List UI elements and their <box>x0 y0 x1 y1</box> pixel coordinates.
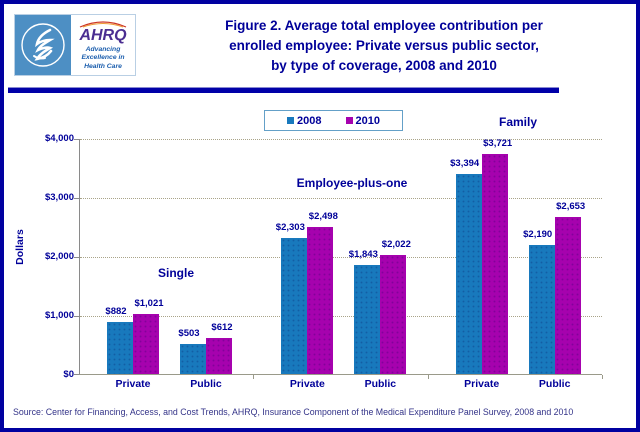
legend-marker-2008 <box>287 117 295 124</box>
x-category-label-1-public: Public <box>364 378 397 390</box>
chart-legend: 2008 2010 <box>264 110 403 131</box>
gridline-2000 <box>80 257 602 258</box>
y-tick-mark-0 <box>74 374 79 375</box>
ahrq-logo: AHRQ Advancing Excellence in Health Care <box>14 14 136 76</box>
x-category-label-2-public: Public <box>538 378 571 390</box>
x-axis-tick-0 <box>253 375 255 379</box>
bar-2010-employee-plus-one-public <box>380 255 407 374</box>
bar-2008-single-private <box>107 322 133 374</box>
y-tick-mark-4000 <box>74 139 79 140</box>
bar-2010-single-private <box>133 314 159 374</box>
bar-value-2010-1: $612 <box>211 322 233 333</box>
y-axis-label: Dollars <box>14 229 26 265</box>
legend-label-2010: 2010 <box>355 114 380 127</box>
group-label-single: Single <box>157 266 195 280</box>
hhs-seal-icon <box>21 23 65 67</box>
bar-value-2008-5: $2,190 <box>523 229 553 240</box>
gridline-1000 <box>80 316 602 317</box>
y-tick-label-4000: $4,000 <box>44 133 74 144</box>
figure-title-line-1: Figure 2. Average total employee contrib… <box>225 18 543 33</box>
legend-marker-2010 <box>345 117 353 124</box>
ahrq-tagline: Advancing Excellence in Health Care <box>81 45 125 70</box>
y-tick-mark-2000 <box>74 257 79 258</box>
y-tick-label-3000: $3,000 <box>44 192 74 203</box>
bar-value-2008-3: $1,843 <box>348 249 378 260</box>
bar-2008-family-public <box>528 245 555 374</box>
gridline-4000 <box>80 139 602 140</box>
x-axis-tick-1 <box>427 375 429 379</box>
legend-label-2008: 2008 <box>297 114 322 127</box>
x-category-label-2-private: Private <box>464 378 500 390</box>
bar-value-2010-5: $2,653 <box>556 201 586 212</box>
y-tick-label-1000: $1,000 <box>44 310 74 321</box>
figure-title-line-3: by type of coverage, 2008 and 2010 <box>271 58 497 73</box>
x-category-label-0-public: Public <box>190 378 222 390</box>
bar-value-2008-1: $503 <box>178 328 200 339</box>
plot-area: $882 $503 $2,303 $1,843 $3,394 $2,190 $1,021 $6… <box>74 138 603 390</box>
bar-2008-employee-plus-one-private <box>281 238 308 374</box>
bar-2010-family-private <box>481 154 508 374</box>
bar-value-2008-2: $2,303 <box>275 222 305 233</box>
legend-item-2010: 2010 <box>345 114 380 127</box>
x-axis-tick-2 <box>602 375 603 379</box>
legend-item-2008: 2008 <box>287 114 322 127</box>
y-tick-mark-3000 <box>74 198 79 199</box>
figure-title-line-2: enrolled employee: Private versus public… <box>229 38 539 53</box>
ahrq-wordmark-panel: AHRQ Advancing Excellence in Health Care <box>71 15 135 75</box>
bar-value-2008-0: $882 <box>105 306 127 317</box>
group-label-employee-plus-one: Employee-plus-one <box>296 176 408 190</box>
bar-2010-family-public <box>554 217 581 374</box>
gridline-3000 <box>80 198 602 199</box>
bar-value-2010-4: $3,721 <box>483 138 513 149</box>
source-note: Source: Center for Financing, Access, an… <box>13 407 574 417</box>
bar-value-2010-2: $2,498 <box>308 211 338 222</box>
y-tick-label-2000: $2,000 <box>44 251 74 262</box>
bar-2010-employee-plus-one-private <box>307 227 334 374</box>
ahrq-wordmark: AHRQ <box>79 26 127 44</box>
bar-2008-employee-plus-one-public <box>354 265 381 374</box>
bar-2010-single-public <box>206 338 232 374</box>
x-category-label-0-private: Private <box>115 378 151 390</box>
bar-2008-family-private <box>455 174 482 374</box>
x-category-label-1-private: Private <box>289 378 325 390</box>
y-tick-mark-1000 <box>74 316 79 317</box>
rainbow-arc-icon <box>79 21 127 28</box>
group-label-family: Family <box>498 115 538 129</box>
y-tick-label-0: $0 <box>63 369 74 380</box>
bar-2008-single-public <box>180 344 206 374</box>
bar-value-2008-4: $3,394 <box>450 158 480 169</box>
figure-title: Figure 2. Average total employee contrib… <box>144 16 624 76</box>
header-divider-bar <box>8 87 559 93</box>
bar-value-2010-0: $1,021 <box>134 298 164 309</box>
bar-value-2010-3: $2,022 <box>381 239 411 250</box>
hhs-seal-panel <box>15 15 71 75</box>
